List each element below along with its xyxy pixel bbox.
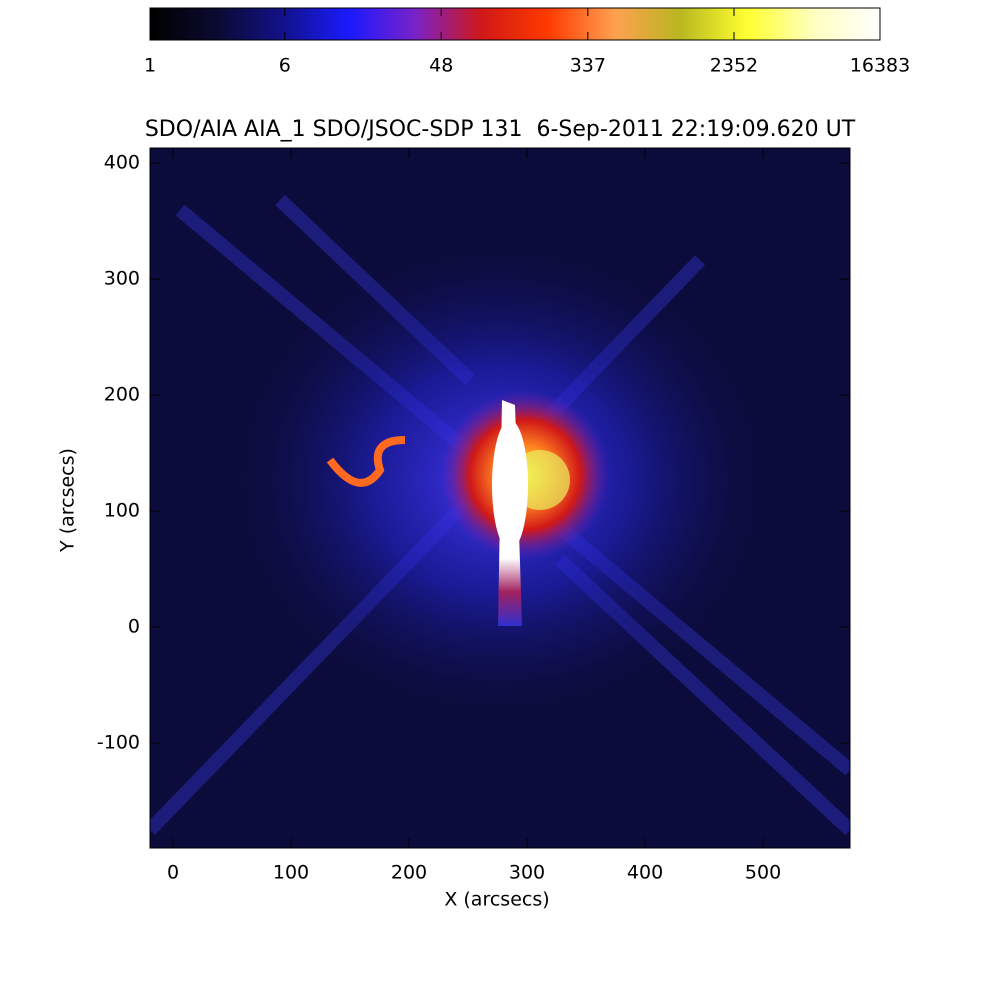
colorbar-tick-label: 16383	[850, 55, 910, 77]
x-axis-label: X (arcsecs)	[444, 889, 549, 911]
x-tick-label: 400	[627, 862, 663, 884]
x-tick-label: 200	[391, 862, 427, 884]
colorbar-tick-label: 1	[144, 55, 156, 77]
x-tick-label: 100	[273, 862, 309, 884]
x-tick-label: 0	[167, 862, 179, 884]
y-tick-label: 200	[104, 384, 140, 406]
colorbar-tick-label: 337	[570, 55, 606, 77]
solar-image	[150, 148, 850, 848]
y-axis-label: Y (arcsecs)	[57, 448, 79, 553]
chart-title: SDO/AIA AIA_1 SDO/JSOC-SDP 131 6-Sep-201…	[145, 117, 856, 142]
colorbar	[149, 7, 881, 41]
plot-frame	[149, 147, 851, 849]
colorbar-tick-label: 2352	[710, 55, 758, 77]
x-tick-label: 500	[745, 862, 781, 884]
y-tick-label: 0	[128, 616, 140, 638]
y-tick-label: 300	[104, 268, 140, 290]
y-tick-label: -100	[97, 732, 140, 754]
y-tick-label: 400	[104, 152, 140, 174]
colorbar-tick-label: 48	[429, 55, 453, 77]
y-tick-label: 100	[104, 500, 140, 522]
colorbar-tick-label: 6	[279, 55, 291, 77]
x-tick-label: 300	[509, 862, 545, 884]
